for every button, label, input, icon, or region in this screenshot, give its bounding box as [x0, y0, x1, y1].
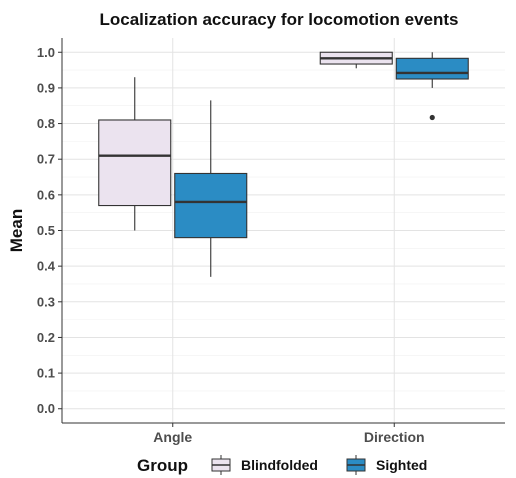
legend: Group Blindfolded Sighted	[137, 455, 427, 475]
chart-title: Localization accuracy for locomotion eve…	[100, 10, 459, 29]
x-tick-label: Direction	[364, 429, 425, 445]
y-tick-label: 0.8	[37, 116, 55, 131]
y-tick-label: 0.0	[37, 401, 55, 416]
legend-title: Group	[137, 456, 188, 475]
y-tick-label: 1.0	[37, 45, 55, 60]
box-blindfolded-direction	[319, 51, 393, 69]
box-body	[98, 119, 172, 207]
legend-label-blindfolded: Blindfolded	[241, 457, 318, 473]
y-tick-label: 0.7	[37, 152, 55, 167]
y-tick-label: 0.4	[37, 259, 56, 274]
y-tick-label: 0.6	[37, 187, 55, 202]
y-tick-label: 0.2	[37, 330, 55, 345]
outlier-point	[429, 114, 435, 121]
box-body	[174, 172, 248, 239]
y-tick-label: 0.9	[37, 80, 55, 95]
box-sighted-angle	[174, 100, 248, 277]
legend-label-sighted: Sighted	[376, 457, 427, 473]
y-tick-label: 0.1	[37, 366, 55, 381]
x-tick-label: Angle	[153, 429, 192, 445]
grid	[61, 38, 505, 424]
y-axis-label: Mean	[7, 209, 26, 252]
y-axis-tick-labels: 0.0 0.1 0.2 0.3 0.4 0.5 0.6 0.7 0.8 0.9 1.0	[37, 45, 62, 416]
x-axis-tick-labels: Angle Direction	[153, 423, 425, 445]
y-tick-label: 0.5	[37, 223, 55, 238]
box-body	[395, 57, 469, 80]
legend-key-blindfolded	[211, 455, 231, 475]
y-tick-label: 0.3	[37, 294, 55, 309]
box-sighted-direction	[395, 52, 469, 121]
legend-key-sighted	[346, 455, 366, 475]
boxes	[98, 51, 469, 277]
box-blindfolded-angle	[98, 77, 172, 231]
